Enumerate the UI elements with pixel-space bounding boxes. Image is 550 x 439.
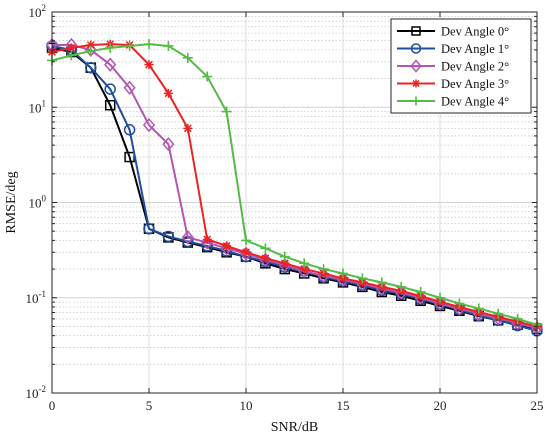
x-tick-label: 25 [531,398,544,413]
data-point-marker [279,251,290,262]
data-point-marker [183,123,193,133]
data-point-marker [473,303,484,314]
data-point-marker [241,247,251,257]
y-tick-base: 10 [26,291,39,306]
x-tick-labels: 0 5 10 15 20 25 [49,398,544,413]
data-point-marker [202,234,212,244]
y-tick-label: 10-2 [26,384,47,401]
data-point-marker [123,124,136,136]
legend-entry: Dev Angle 1° [397,42,509,56]
y-tick-label: 10-1 [26,289,47,306]
data-point-marker [357,273,368,284]
x-tick-label: 20 [434,398,447,413]
y-tick-exponent: 2 [42,3,47,13]
data-point-marker [143,223,155,235]
y-tick-exponent: -2 [39,384,47,394]
data-point-marker [299,258,310,269]
legend-entry: Dev Angle 0° [397,25,509,39]
data-point-marker [410,59,422,73]
data-point-marker [454,298,465,309]
data-point-marker [182,52,193,63]
data-point-marker [85,45,96,56]
data-point-marker [104,83,116,95]
data-point-marker [104,99,116,111]
legend-entry: Dev Angle 2° [397,59,509,74]
data-point-marker [66,43,76,53]
data-point-marker [222,241,232,251]
data-point-marker [104,57,117,72]
y-tick-label: 100 [29,194,47,211]
data-point-marker [435,292,445,303]
data-point-marker [318,264,329,275]
data-point-marker [411,26,421,36]
x-tick-label: 5 [146,398,153,413]
legend-label: Dev Angle 4° [441,95,509,109]
series-dev-angle-3- [47,39,542,331]
y-tick-base: 10 [29,5,42,20]
data-point-marker [415,286,426,297]
data-point-marker [162,230,175,243]
x-tick-label: 15 [337,398,350,413]
legend-label: Dev Angle 0° [441,25,509,39]
y-tick-base: 10 [26,386,39,401]
data-point-marker [299,264,309,274]
data-point-marker [338,268,348,279]
data-point-marker [142,117,156,133]
data-point-marker [493,308,504,319]
data-point-marker [410,43,422,54]
data-point-marker [163,40,174,51]
data-point-marker [260,243,271,254]
data-point-marker [162,136,175,152]
data-point-marker [86,40,96,50]
series-layer [45,37,544,337]
legend-entry: Dev Angle 3° [397,77,509,91]
x-tick-label: 10 [240,398,253,413]
data-point-marker [260,253,270,263]
y-tick-exponent: -1 [39,289,47,299]
data-point-marker [105,42,116,53]
data-point-marker [181,230,194,245]
data-point-marker [376,277,387,288]
legend-label: Dev Angle 1° [441,42,509,56]
data-point-marker [66,50,77,61]
data-point-marker [412,79,420,88]
data-point-marker [123,80,136,95]
data-point-marker [144,60,154,70]
y-tick-exponent: 1 [42,98,47,108]
data-point-marker [124,40,135,51]
legend-entry: Dev Angle 4° [397,95,509,109]
legend-label: Dev Angle 2° [441,60,509,74]
y-tick-exponent: 0 [42,194,47,204]
data-point-marker [396,281,407,292]
data-point-marker [163,88,173,98]
legend: Dev Angle 0° Dev Angle 1° Dev Angle 2° Dev … [390,18,532,114]
data-point-marker [85,61,97,74]
x-axis-label: SNR/dB [271,420,318,435]
data-point-marker [512,313,523,324]
series-dev-angle-4- [47,39,542,330]
y-tick-label: 101 [29,98,47,115]
y-tick-label: 102 [29,3,47,20]
data-point-marker [280,258,290,268]
data-point-marker [241,235,251,246]
data-point-marker [202,71,213,82]
y-tick-base: 10 [29,196,42,211]
legend-label: Dev Angle 3° [441,77,509,91]
x-tick-label: 0 [49,398,56,413]
y-axis-label: RMSE/deg [4,171,19,233]
axis-ticks [51,11,538,394]
data-point-marker [411,96,421,106]
y-tick-base: 10 [29,100,42,115]
data-point-marker [221,106,232,117]
data-point-marker [144,39,154,50]
